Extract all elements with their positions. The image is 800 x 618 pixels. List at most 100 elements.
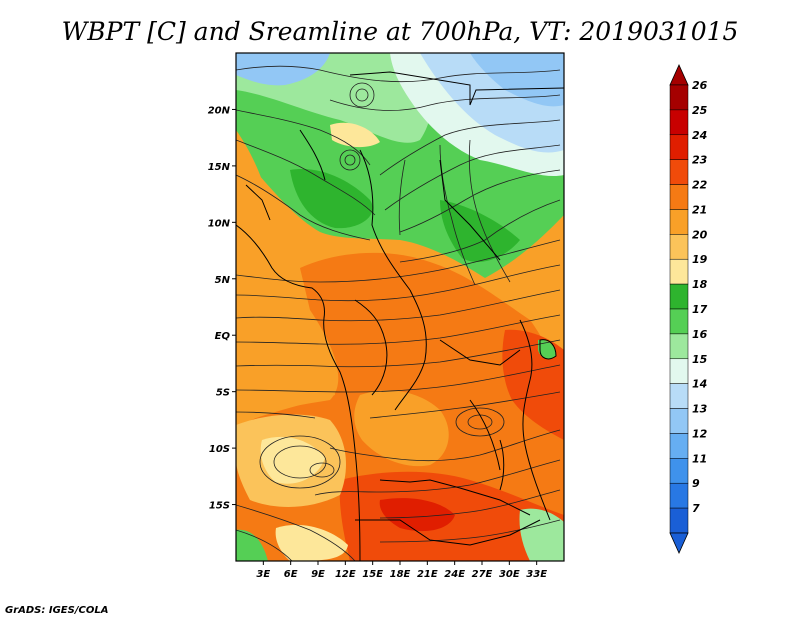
lat-tick-label: 5N [215,275,231,286]
border [379,479,531,516]
streamline [379,489,561,519]
streamline-vortex [309,462,335,478]
streamline [314,459,561,496]
colorbar: 26 25 24 23 22 21 20 19 18 17 16 15 14 13 12 11 9 7 [669,64,708,554]
colorbar-label: 17 [692,303,708,316]
colorbar-swatch [669,408,689,434]
lat-tick-label: 5S [216,388,230,399]
colorbar-label: 15 [692,353,708,366]
border [359,149,411,291]
colorbar-label: 22 [692,179,708,192]
streamline-vortex [259,435,341,489]
lon-tick-label: 18E [390,569,411,580]
colorbar-label: 11 [692,452,707,465]
lon-tick-label: 21E [417,569,438,580]
colorbar-swatch [669,209,689,235]
lat-tick-label: EQ [215,331,231,342]
streamline [379,119,561,176]
wbpt-band-21-south [354,390,449,467]
colorbar-label: 26 [692,79,708,92]
streamline [236,504,356,561]
streamline [236,289,561,322]
lon-tick-label: 33E [526,569,547,580]
colorbar-swatch [669,84,689,111]
border-north [349,71,564,106]
streamline [236,314,561,345]
border [394,289,427,411]
wbpt-blue-region-deep [470,53,564,107]
colorbar-swatch [669,109,689,136]
footer-credit: GrADS: IGES/COLA [5,605,108,616]
colorbar-swatch [669,283,689,310]
colorbar-label: 12 [692,427,708,440]
streamline [236,411,316,419]
streamline [236,264,561,302]
streamline [398,159,406,236]
colorbar-swatch [669,433,689,459]
figure-title: WBPT [C] and Sreamline at 700hPa, VT: 20… [62,17,739,46]
lat-tick-label: 20N [208,105,231,116]
colorbar-swatch [669,333,689,360]
streamline [236,364,561,393]
colorbar-swatch [669,234,689,260]
colorbar-swatch [669,184,689,210]
longitude-axis: 3E 6E 9E 12E 15E 18E 21E 24E 27E 30E 33E [256,561,547,580]
wbpt-band-24-south [379,498,455,532]
streamlines [236,65,561,561]
wbpt-orange-tongue-west [236,130,268,230]
latitude-axis: 20N 15N 10N 5N EQ 5S 10S 15S [208,105,236,512]
border [354,299,388,396]
streamline [236,139,376,216]
border [439,339,521,366]
streamline [236,339,561,368]
colorbar-label: 18 [692,278,708,291]
lon-tick-label: 9E [311,569,325,580]
colorbar-swatch [669,258,689,285]
colorbar-label: 9 [692,477,700,490]
streamline [329,429,561,462]
lon-tick-label: 6E [284,569,298,580]
wbpt-field [236,53,564,561]
lon-tick-label: 30E [499,569,520,580]
lon-tick-label: 15E [362,569,383,580]
streamline [236,109,371,166]
colorbar-swatch [669,458,689,484]
border [439,159,501,261]
streamline [236,239,561,283]
colorbar-label: 20 [692,228,708,241]
streamline-vortex [273,445,327,479]
colorbar-top-triangle [669,64,689,86]
colorbar-label: 7 [692,502,700,515]
colorbar-label: 19 [692,253,708,266]
wbpt-band-21-west [236,292,335,425]
streamline [236,174,371,241]
streamline-vortex [349,82,375,108]
streamline-vortex [339,149,361,171]
streamline [236,529,293,561]
streamline-vortex [355,88,369,102]
map-panel: 20N 15N 10N 5N EQ 5S 10S 15S 3E 6E 9E 12E 15E 18E 21E… [208,52,565,580]
colorbar-label: 21 [692,203,707,216]
colorbar-swatch [669,134,689,160]
colorbar-swatch [669,358,689,384]
colorbar-label: 25 [692,104,708,117]
streamline [399,199,561,263]
lake [499,439,505,491]
streamline-vortex [344,154,356,166]
border [299,129,326,181]
wbpt-blue-region-northwest [236,53,330,86]
lon-tick-label: 24E [444,569,465,580]
wbpt-yellow-patch-south [275,524,348,561]
border [469,399,501,471]
border [245,184,271,221]
lon-tick-label: 12E [335,569,356,580]
streamline [384,144,561,211]
streamline [399,169,561,233]
wbpt-green-patch-southwest [236,529,268,561]
colorbar-bottom-triangle [669,532,689,554]
colorbar-swatch [669,159,689,185]
streamline [468,139,511,283]
lon-tick-label: 27E [472,569,493,580]
colorbar-label: 24 [692,129,707,142]
